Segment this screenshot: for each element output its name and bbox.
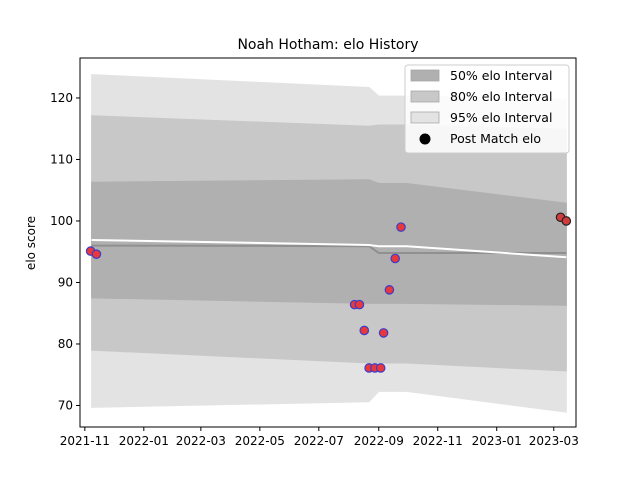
x-axis: 2021-11 2022-01 2022-03 2022-05 2022-07 2022-… [60,427,579,448]
post-match-point [390,253,400,264]
legend-post-match-marker [419,133,431,145]
legend-95-interval-swatch [410,111,440,124]
legend-80-interval-label: 80% elo Interval [450,89,552,104]
x-tick-label: 2022-05 [235,434,285,448]
y-tick-label: 70 [58,398,73,412]
x-tick-label: 2022-09 [354,434,404,448]
x-tick-label: 2021-11 [60,434,110,448]
legend-box [404,64,570,154]
x-tick-label: 2023-03 [529,434,579,448]
y-tick-label: 80 [58,337,73,351]
y-tick-label: 100 [50,214,73,228]
post-match-point [91,249,102,259]
plot-frame [79,57,577,428]
mean-line [91,244,567,254]
chart-title: Noah Hotham: elo History [237,37,418,53]
y-axis: 70 80 90 100 110 120 [50,91,80,412]
trend-lines [91,239,567,259]
post-match-point [359,325,370,336]
post-match-point [375,363,386,373]
y-axis-label: elo score [24,216,38,270]
post-match-point [384,285,395,295]
legend-95-interval-label: 95% elo Interval [450,110,552,125]
x-tick-label: 2022-01 [119,434,169,448]
post-match-point [354,299,365,310]
legend-80-interval-swatch [410,90,440,103]
y-tick-label: 90 [58,275,73,289]
median-line [91,239,567,259]
y-tick-label: 120 [50,91,73,105]
legend-50-interval-swatch [410,69,440,82]
x-tick-label: 2023-01 [472,434,522,448]
legend-post-match-label: Post Match elo [450,131,541,146]
legend-50-interval-label: 50% elo Interval [450,68,552,83]
post-match-point [561,216,572,226]
post-match-points [85,212,572,373]
x-tick-label: 2022-03 [176,434,226,448]
x-tick-label: 2022-07 [294,434,344,448]
band-50-interval [91,179,567,306]
y-tick-label: 110 [50,152,73,166]
x-tick-label: 2022-11 [413,434,463,448]
post-match-point [396,222,406,232]
post-match-point [378,328,389,338]
legend: 50% elo Interval 80% elo Interval 95% elo … [404,64,570,154]
